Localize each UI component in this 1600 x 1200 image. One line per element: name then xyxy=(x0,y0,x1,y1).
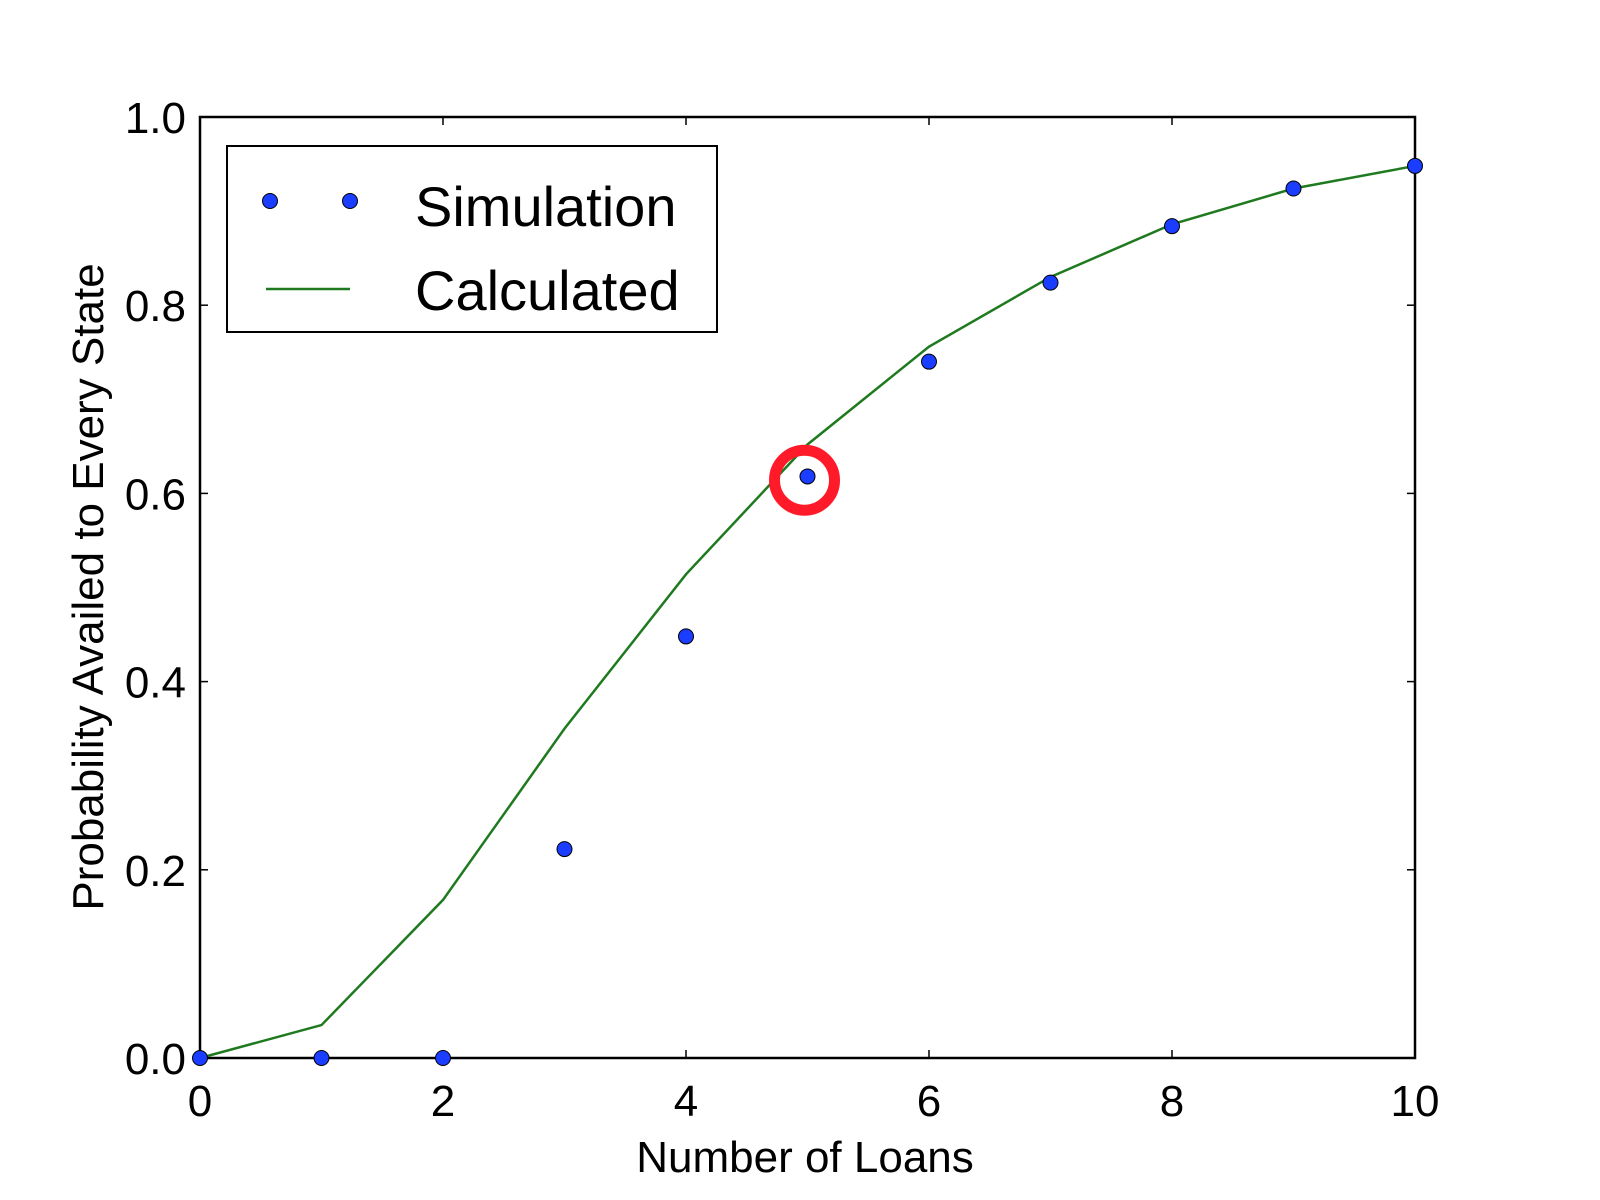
x-tick-label-2: 4 xyxy=(674,1077,698,1126)
simulation-point-9 xyxy=(1285,180,1302,197)
simulation-point-3 xyxy=(556,841,573,858)
x-axis-label: Number of Loans xyxy=(636,1133,974,1182)
x-tick-label-3: 6 xyxy=(917,1077,941,1126)
x-tick-label-0: 0 xyxy=(188,1077,212,1126)
simulation-point-0 xyxy=(192,1050,208,1066)
y-tick-label-4: 0.8 xyxy=(125,282,186,331)
x-tick-label-4: 8 xyxy=(1160,1077,1184,1126)
y-axis-label: Probability Availed to Every State xyxy=(64,263,113,910)
legend: Simulation Calculated xyxy=(226,145,718,333)
calculated-line xyxy=(199,164,1416,1060)
y-tick-label-3: 0.6 xyxy=(125,470,186,519)
x-tick-label-1: 2 xyxy=(431,1077,455,1126)
highlight-ring xyxy=(769,444,840,516)
x-tick-label-5: 10 xyxy=(1391,1077,1440,1126)
series-layer xyxy=(192,157,1423,1066)
legend-simulation-marker-left xyxy=(262,193,278,209)
y-tick-label-1: 0.2 xyxy=(125,847,186,896)
y-tick-label-0: 0.0 xyxy=(125,1035,186,1084)
simulation-point-6 xyxy=(921,353,937,370)
y-tick-label-5: 1.0 xyxy=(125,94,186,143)
simulation-point-10 xyxy=(1407,157,1423,174)
y-tick-label-2: 0.4 xyxy=(125,659,186,708)
legend-simulation-label: Simulation xyxy=(415,175,676,238)
simulation-point-8 xyxy=(1164,218,1180,235)
simulation-point-4 xyxy=(678,628,694,645)
simulation-point-7 xyxy=(1042,274,1059,291)
legend-simulation-marker-right xyxy=(342,193,358,209)
simulation-point-2 xyxy=(435,1050,451,1066)
annotation-layer xyxy=(769,444,840,516)
tick-labels-layer: 0 2 4 6 8 10 0.0 0.2 0.4 0.6 0.8 1.0 xyxy=(125,94,1440,1126)
simulation-point-1 xyxy=(313,1050,330,1066)
simulation-point-5 xyxy=(799,468,816,485)
legend-calculated-label: Calculated xyxy=(415,259,680,322)
legend-box xyxy=(226,145,718,333)
